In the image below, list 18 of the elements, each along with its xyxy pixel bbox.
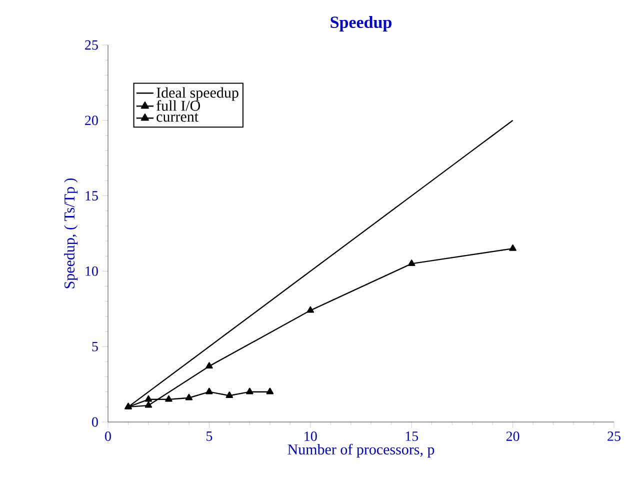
x-axis-title: Number of processors, p	[288, 444, 434, 458]
y-tick-label: 20	[85, 116, 98, 126]
y-tick-label: 25	[85, 40, 98, 50]
y-tick-label: 5	[92, 342, 98, 352]
x-tick-label: 25	[608, 432, 620, 441]
x-tick-label: 20	[506, 432, 520, 441]
x-tick-label: 10	[304, 432, 317, 441]
legend-label: current	[156, 113, 198, 122]
y-tick-label: 15	[86, 191, 98, 200]
x-tick-label: 0	[105, 432, 111, 441]
legend-label: Ideal speedup	[156, 87, 238, 101]
x-tick-label: 15	[406, 432, 418, 441]
y-tick-label: 10	[86, 266, 98, 276]
y-axis-title: Speedup, ( Ts/Tp )	[64, 178, 78, 288]
chart-title: Speedup	[330, 16, 392, 32]
y-tick-label: 0	[92, 417, 98, 427]
legend-label: full I/O	[156, 100, 200, 111]
x-tick-label: 5	[206, 432, 212, 441]
